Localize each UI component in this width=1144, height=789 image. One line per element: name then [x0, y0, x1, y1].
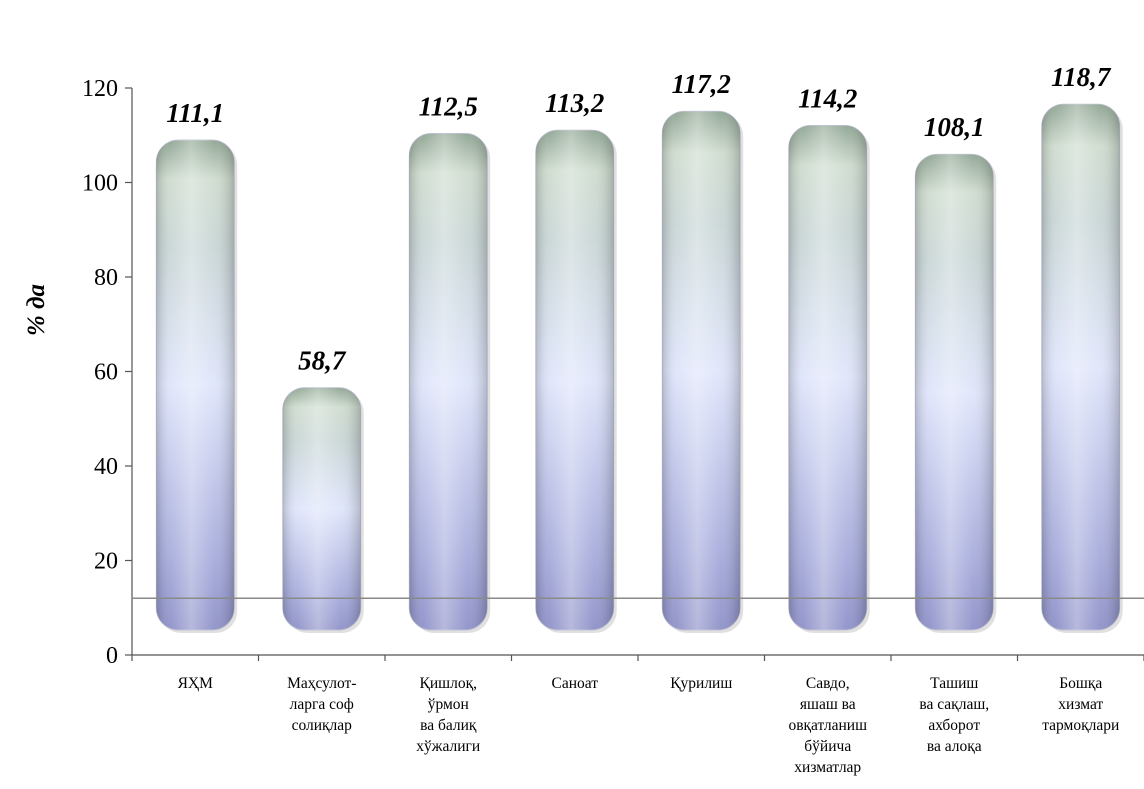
bar-highlight — [662, 111, 741, 631]
data-label: 118,7 — [1051, 62, 1112, 92]
category-label: Қурилиш — [670, 675, 732, 692]
bar — [282, 387, 364, 633]
category-label: Қишлоқ, ўрмон ва балиқ хўжалиги — [416, 675, 480, 755]
bar — [914, 153, 997, 634]
data-label: 114,2 — [798, 83, 857, 113]
category-label: Саноат — [551, 675, 598, 692]
y-tick-label: 100 — [82, 171, 118, 197]
bar-highlight — [535, 130, 614, 630]
category-label: ЯҲМ — [178, 675, 214, 692]
bars-layer — [155, 103, 1123, 634]
data-label: 111,1 — [166, 98, 224, 128]
bar-highlight — [1041, 104, 1120, 630]
data-label: 108,1 — [924, 112, 985, 142]
data-label: 117,2 — [672, 69, 731, 99]
data-label: 112,5 — [419, 91, 478, 121]
bar-highlight — [409, 133, 488, 630]
bar-highlight — [282, 387, 361, 630]
category-label: Бошқа хизмат тармоқлари — [1042, 675, 1119, 734]
y-tick-label: 40 — [94, 454, 118, 480]
bar — [788, 125, 870, 633]
y-axis-title: % да — [23, 284, 50, 336]
bar-highlight — [915, 154, 994, 631]
bar-highlight — [156, 140, 235, 631]
data-label: 58,7 — [298, 346, 347, 376]
y-tick-label: 80 — [94, 265, 118, 291]
data-label: 113,2 — [545, 88, 604, 118]
y-tick-label: 120 — [82, 76, 118, 102]
y-tick-label: 0 — [106, 643, 118, 669]
bar — [1041, 103, 1123, 633]
y-tick-label: 20 — [94, 549, 118, 575]
axes-layer — [125, 87, 1144, 661]
y-tick-label: 60 — [94, 360, 118, 386]
labels-layer: 0 20 40 60 80 100 120 111,1 ЯҲМ 58,7 Маҳсулот-ларг… — [82, 62, 1119, 776]
bar-highlight — [788, 125, 867, 630]
bar — [535, 129, 617, 633]
category-label: Маҳсулот-ларга соф солиқлар — [287, 675, 356, 734]
bar — [408, 133, 491, 633]
category-label: Ташиш ва сақлаш, ахборот ва алоқа — [919, 675, 989, 755]
bar — [155, 139, 238, 634]
category-label: Савдо, яшаш ва овқатланиш бўйича хизматлар — [788, 675, 867, 776]
bar — [661, 110, 744, 634]
